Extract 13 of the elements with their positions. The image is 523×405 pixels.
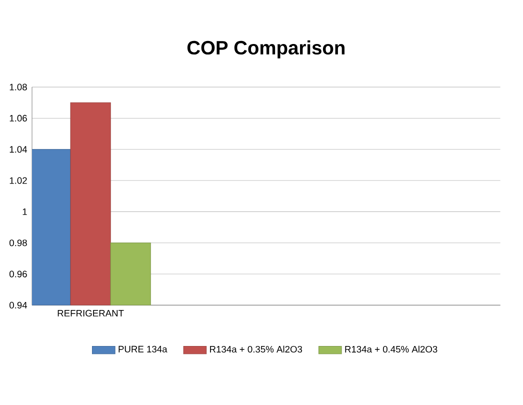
y-tick-label: 0.94	[9, 302, 28, 308]
y-tick-label: 1.06	[10, 114, 27, 122]
y-tick-label: 1.02	[10, 177, 27, 184]
y-tick-label: 1.08	[10, 84, 27, 90]
y-tick-label: 0.98	[9, 239, 27, 246]
y-tick-label: 0.96	[9, 270, 27, 278]
y-tick-label: 1.04	[10, 146, 28, 153]
y-tick-label: 1	[22, 208, 27, 215]
legend-label: R134a + 0.45% Al2O3	[345, 346, 438, 352]
chart-title: COP Comparison	[187, 40, 344, 58]
legend-label: PURE 134a	[118, 346, 168, 352]
x-tick-label: REFRIGERANT	[58, 310, 124, 316]
legend-label: R134a + 0.35% Al2O3	[210, 346, 302, 352]
